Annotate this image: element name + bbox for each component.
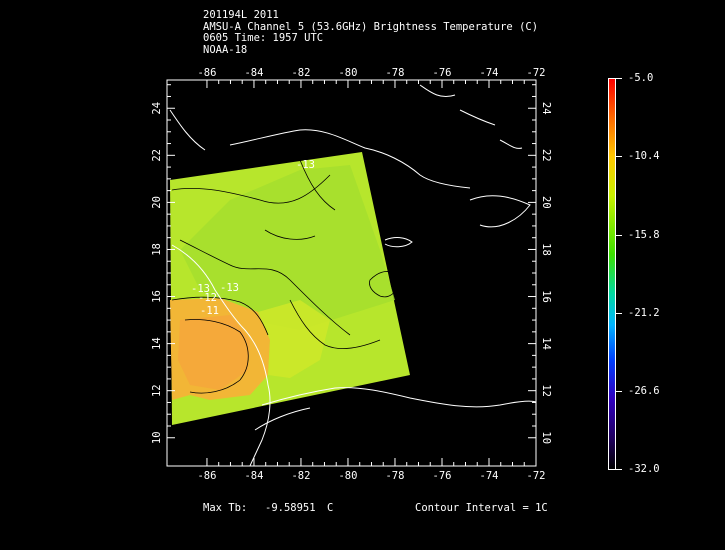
title-satellite: NOAA-18 [203, 43, 248, 56]
colorbar-tick [616, 235, 622, 236]
title-time: 0605 Time: 1957 UTC [203, 32, 324, 44]
lat-label-left: 20 [151, 196, 163, 209]
contour-label: -13 [296, 159, 315, 171]
lat-label-left: 16 [151, 290, 163, 303]
lat-label-right: 18 [540, 243, 552, 256]
colorbar-tick [616, 156, 622, 157]
colorbar-label: -32.0 [628, 463, 660, 475]
lon-label-top: -86 [197, 67, 216, 79]
colorbar-tick [616, 391, 622, 392]
lon-label-bottom: -80 [338, 470, 357, 482]
colorbar-label: -5.0 [628, 72, 654, 84]
axis-labels: -86 -86 -84 -84 -82 -82 -80 -80 -78 -78 -76 -76 -74 -… [151, 67, 552, 482]
coast-central-america [171, 244, 271, 466]
lat-label-right: 10 [540, 431, 552, 444]
lon-label-top: -82 [291, 67, 310, 79]
contour-label-group: -13 -13 -13 -12 -11 [191, 159, 315, 317]
coast-jamaica [384, 237, 413, 248]
contour-label: -13 [191, 283, 210, 295]
coast-yucatan [169, 109, 206, 151]
coastlines [169, 84, 536, 466]
coast-south-america [261, 387, 536, 408]
max-tb-value: -9.58951 [265, 502, 316, 514]
lon-label-top: -80 [338, 67, 357, 79]
colorbar-label: -21.2 [628, 307, 660, 319]
lat-label-right: 24 [540, 102, 552, 115]
lon-label-bottom: -72 [527, 470, 546, 482]
colorbar-label: -26.6 [628, 385, 660, 397]
lat-label-right: 20 [540, 196, 552, 209]
colorbar-tick [616, 78, 622, 79]
lon-label-top: -78 [385, 67, 404, 79]
lon-label-top: -74 [480, 67, 499, 79]
lon-label-bottom: -74 [480, 470, 499, 482]
max-tb-unit: C [327, 502, 334, 514]
coast-panama [254, 407, 311, 431]
title-product: AMSU-A Channel 5 (53.6GHz) Brightness Te… [203, 20, 539, 33]
colorbar-tick [616, 469, 622, 470]
colorbar [608, 78, 616, 470]
lat-label-right: 22 [540, 149, 552, 162]
colorbar-tick [616, 313, 622, 314]
title-storm-id: 201194L 2011 [203, 9, 279, 21]
lon-label-bottom: -76 [433, 470, 452, 482]
lat-label-right: 14 [540, 337, 552, 350]
lon-label-bottom: -78 [385, 470, 404, 482]
lat-label-left: 12 [151, 384, 163, 397]
lat-label-right: 16 [540, 290, 552, 303]
contour-label: -13 [220, 282, 239, 294]
swath-hot-region [178, 315, 250, 390]
lon-label-top: -76 [433, 67, 452, 79]
lat-label-left: 22 [151, 149, 163, 162]
coast-cuba [229, 129, 471, 189]
lon-label-bottom: -86 [197, 470, 216, 482]
lat-label-left: 18 [151, 243, 163, 256]
swath-cool-region [180, 165, 395, 330]
coast-bahamas [419, 84, 523, 149]
contour-label: -12 [198, 292, 217, 304]
swath-mid-region [258, 300, 330, 378]
lat-label-left: 14 [151, 337, 163, 350]
colorbar-label: -15.8 [628, 229, 660, 241]
map-title-block: 201194L 2011 AMSU-A Channel 5 (53.6GHz) … [203, 9, 539, 56]
lon-label-top: -72 [527, 67, 546, 79]
max-tb-label: Max Tb: [203, 502, 248, 514]
coast-hispaniola [469, 195, 531, 228]
lat-label-left: 10 [151, 431, 163, 444]
lon-label-bottom: -82 [291, 470, 310, 482]
colorbar-label: -10.4 [628, 150, 660, 162]
lat-label-left: 24 [151, 102, 163, 115]
lon-label-bottom: -84 [244, 470, 263, 482]
contour-lines [171, 159, 399, 394]
axis-ticks [167, 80, 537, 466]
lon-label-top: -84 [244, 67, 263, 79]
contour-interval: Contour Interval = 1C [415, 502, 548, 514]
contour-label: -11 [200, 305, 219, 317]
lat-label-right: 12 [540, 384, 552, 397]
